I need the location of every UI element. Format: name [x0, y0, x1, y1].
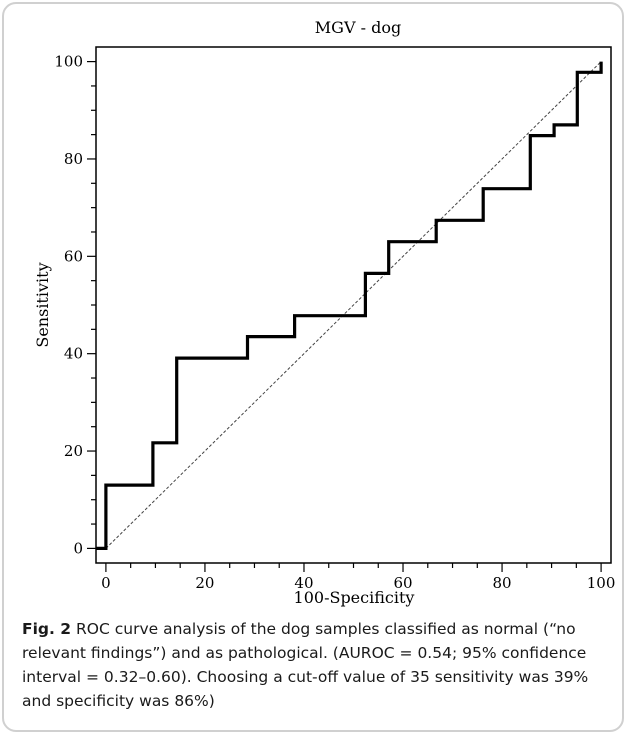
figure-frame	[2, 2, 624, 732]
y-tick-label: 60	[64, 247, 83, 265]
x-tick-label: 60	[393, 574, 412, 592]
reference-diagonal-line	[105, 61, 602, 549]
x-tick-label: 20	[195, 574, 214, 592]
y-axis: 0 20 40 60 80 100	[54, 53, 96, 557]
y-tick-label: 40	[64, 345, 83, 363]
caption-text: ROC curve analysis of the dog samples cl…	[22, 620, 589, 710]
x-tick-label: 0	[101, 574, 111, 592]
y-tick-label: 100	[54, 53, 83, 71]
figure-caption: Fig. 2 ROC curve analysis of the dog sam…	[22, 617, 612, 713]
y-tick-label: 80	[64, 150, 83, 168]
roc-chart: MGV - dog 0 20 40 60 80 100 0 20 40 60 80 100 100-…	[33, 18, 615, 607]
x-tick-label: 100	[587, 574, 616, 592]
x-tick-label: 40	[294, 574, 313, 592]
x-axis-label: 100-Specificity	[294, 588, 415, 607]
y-axis-label: Sensitivity	[33, 262, 52, 347]
x-axis: 0 20 40 60 80 100	[101, 563, 615, 592]
roc-curve-line	[96, 61, 603, 550]
y-tick-label: 0	[73, 539, 83, 557]
chart-title: MGV - dog	[315, 18, 401, 37]
y-tick-label: 20	[64, 442, 83, 460]
figure-label: Fig. 2	[22, 620, 72, 638]
x-tick-label: 80	[493, 574, 512, 592]
